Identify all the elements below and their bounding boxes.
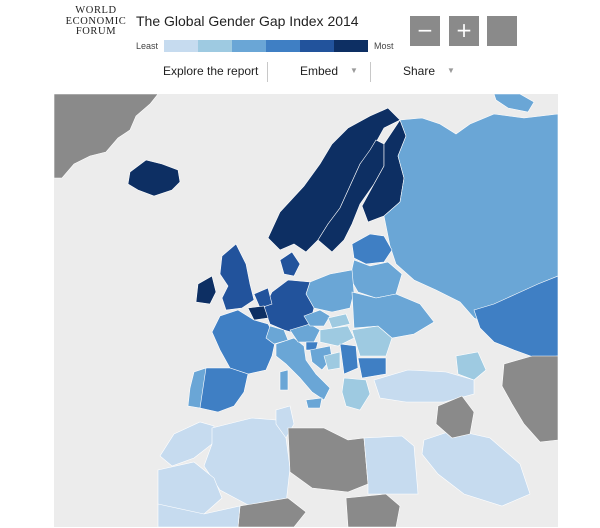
logo-line-1: WORLD	[75, 5, 117, 16]
gender-gap-map[interactable]	[54, 94, 558, 527]
legend-swatches	[164, 40, 369, 52]
wef-logo: WORLD ECONOMIC FORUM	[62, 5, 130, 38]
toolbar-divider	[267, 62, 268, 82]
region-caucasus[interactable]	[455, 351, 487, 381]
region-slovakia[interactable]	[327, 313, 351, 329]
legend-swatch-2	[198, 40, 233, 52]
region-novaya-zemlya[interactable]	[493, 94, 535, 113]
region-chad[interactable]	[345, 493, 401, 527]
region-portugal[interactable]	[187, 367, 207, 409]
region-romania[interactable]	[351, 325, 393, 357]
region-sicily[interactable]	[305, 397, 323, 409]
color-legend: Least Most	[136, 38, 394, 54]
region-bosnia[interactable]	[323, 351, 341, 371]
region-hungary[interactable]	[319, 325, 355, 347]
region-ukraine[interactable]	[351, 291, 435, 339]
region-baltics[interactable]	[351, 233, 393, 265]
region-serbia[interactable]	[339, 343, 359, 375]
region-italy[interactable]	[275, 337, 331, 401]
map-svg	[54, 94, 558, 527]
explore-report-link[interactable]: Explore the report	[163, 64, 259, 78]
region-morocco[interactable]	[159, 421, 215, 467]
region-iran[interactable]	[501, 355, 558, 443]
zoom-extra-button[interactable]	[487, 16, 517, 46]
region-arabia[interactable]	[421, 429, 531, 507]
zoom-out-button[interactable]: −	[410, 16, 440, 46]
legend-swatch-6	[334, 40, 369, 52]
zoom-in-button[interactable]: +	[449, 16, 479, 46]
region-libya[interactable]	[287, 427, 369, 493]
logo-line-3: FORUM	[75, 26, 117, 37]
legend-swatch-5	[300, 40, 335, 52]
embed-label: Embed	[300, 64, 339, 78]
region-czech-republic[interactable]	[303, 309, 331, 327]
region-austria[interactable]	[289, 323, 321, 343]
region-denmark[interactable]	[279, 251, 301, 277]
share-label: Share	[403, 64, 436, 78]
page-title: The Global Gender Gap Index 2014	[136, 13, 359, 29]
logo-line-2: ECONOMIC	[65, 15, 127, 27]
region-france[interactable]	[211, 309, 277, 375]
share-dropdown[interactable]: Share ▼	[403, 64, 455, 78]
region-poland[interactable]	[305, 269, 355, 313]
embed-caret-icon: ▼	[350, 66, 358, 75]
region-iraq[interactable]	[435, 395, 475, 439]
share-caret-icon: ▼	[447, 66, 455, 75]
legend-swatch-3	[232, 40, 267, 52]
region-greenland[interactable]	[54, 94, 159, 179]
region-netherlands[interactable]	[253, 287, 273, 309]
region-united-kingdom[interactable]	[219, 243, 255, 311]
region-iceland[interactable]	[127, 159, 181, 197]
region-belarus[interactable]	[349, 259, 403, 299]
toolbar-divider	[370, 62, 371, 82]
region-switzerland[interactable]	[265, 325, 289, 345]
region-sardinia[interactable]	[279, 369, 289, 391]
region-sahara-region[interactable]	[157, 503, 241, 527]
region-bulgaria[interactable]	[357, 357, 387, 379]
legend-swatch-4	[266, 40, 301, 52]
region-egypt[interactable]	[363, 435, 419, 495]
legend-least-label: Least	[136, 41, 159, 51]
toolbar: Explore the report Embed ▼ Share ▼	[0, 62, 600, 82]
region-kazakhstan[interactable]	[473, 275, 558, 359]
region-turkey[interactable]	[373, 369, 475, 403]
region-ireland[interactable]	[195, 275, 217, 305]
embed-dropdown[interactable]: Embed ▼	[300, 64, 358, 78]
region-norway[interactable]	[267, 107, 401, 253]
legend-most-label: Most	[374, 41, 394, 51]
region-belgium[interactable]	[247, 305, 269, 321]
legend-swatch-1	[164, 40, 199, 52]
region-greece[interactable]	[341, 377, 371, 411]
